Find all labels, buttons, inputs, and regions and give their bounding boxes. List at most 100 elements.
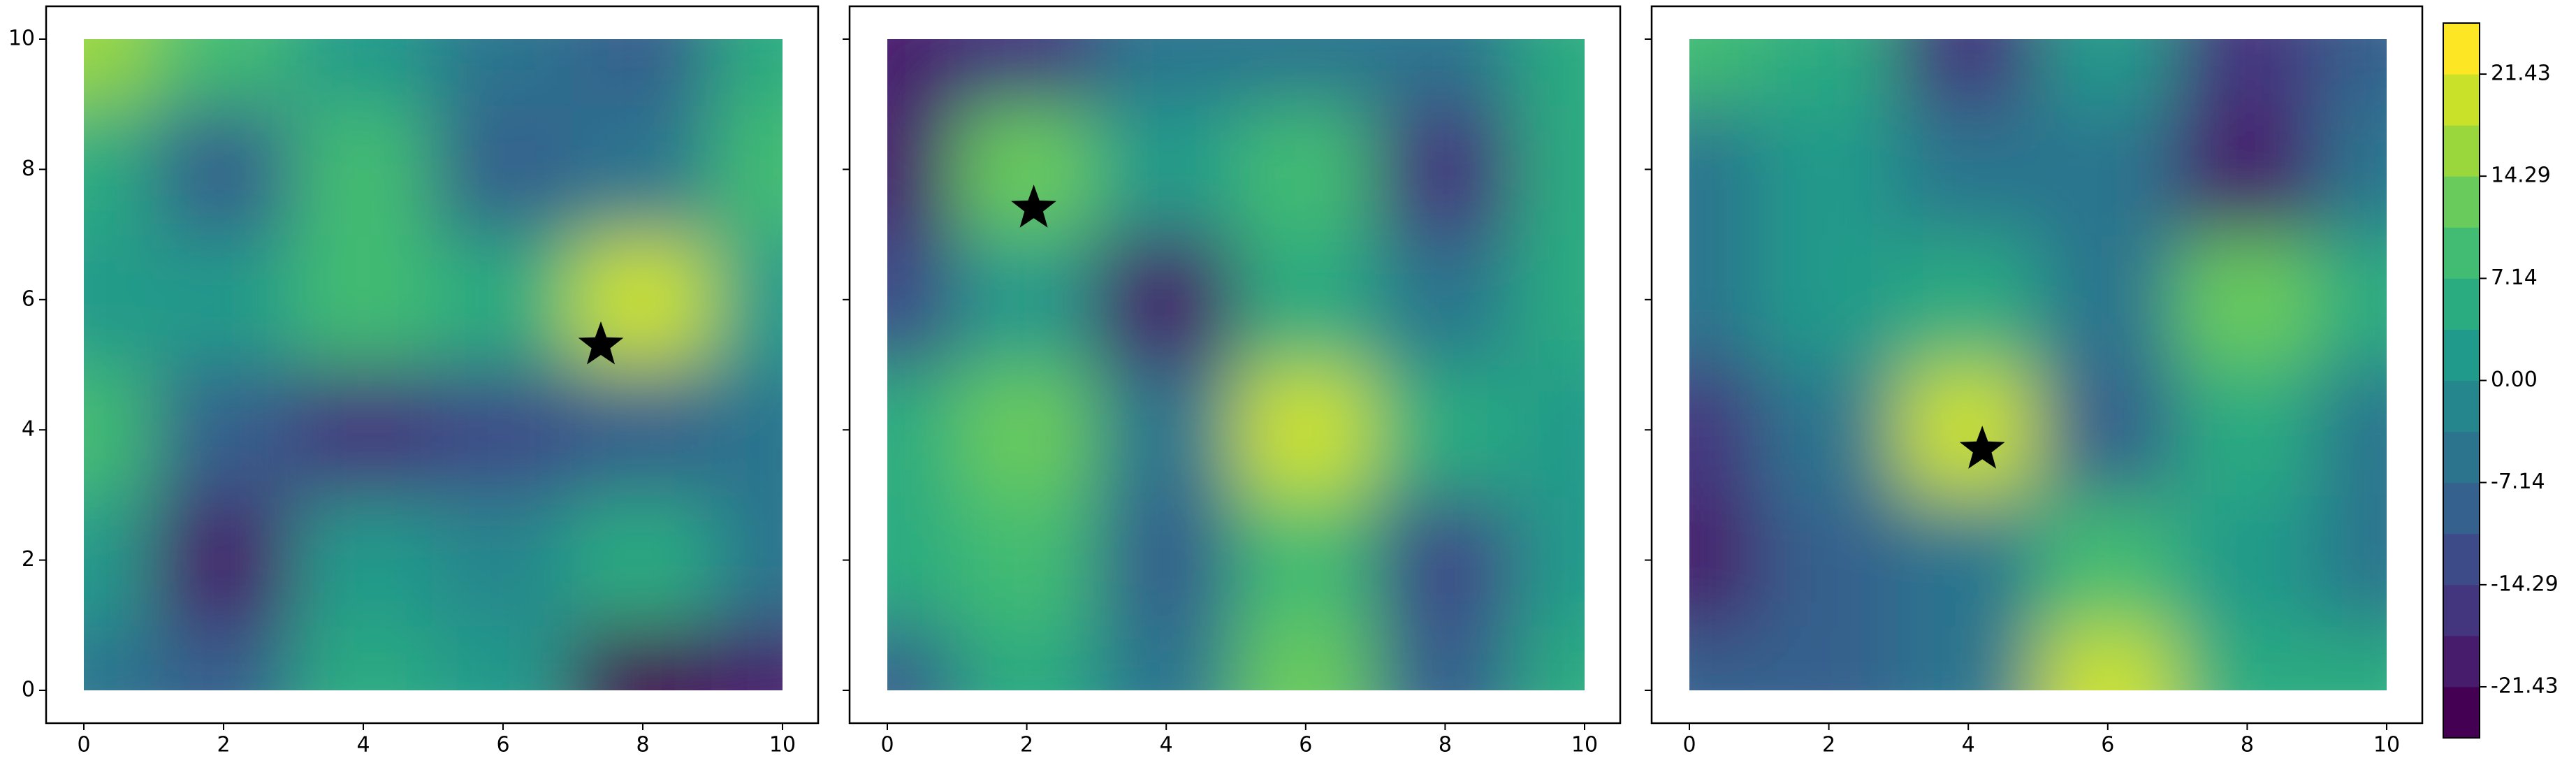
contour-cell [432,103,574,236]
contour-field [887,39,1585,690]
contour-cell [84,39,155,106]
colorbar-band [2443,584,2480,637]
contour-cell [292,39,435,106]
contour-cell [572,39,714,106]
contour-field [84,39,783,690]
contour-cell [887,623,959,690]
contour-cell [1757,623,1900,690]
colorbar-band [2443,533,2480,586]
x-tick-label: 2 [217,733,230,757]
contour-cell [1374,39,1517,106]
contour-cell [2037,493,2179,627]
contour-cell [2315,623,2387,690]
contour-cell [1897,103,2039,236]
x-tick-label: 6 [496,733,509,757]
contour-cell [2315,363,2387,497]
contour-cell [2315,103,2387,236]
contour-cell [955,233,1098,366]
contour-cell [1513,623,1585,690]
y-tick-label: 0 [22,678,35,702]
contour-cell [1513,493,1585,627]
contour-cell [1095,39,1237,106]
contour-cell [2037,103,2179,236]
contour-cell [572,623,714,690]
contour-cell [2315,493,2387,627]
colorbar-band [2443,431,2480,484]
contour-cell [84,233,155,366]
contour-cell [432,493,574,627]
x-tick-label: 4 [1962,733,1975,757]
y-tick-label: 6 [22,286,35,311]
y-tick-label: 8 [22,157,35,181]
x-tick-label: 8 [1439,733,1452,757]
x-tick-label: 4 [356,733,370,757]
contour-cell [1095,493,1237,627]
contour-cell [1235,39,1377,106]
colorbar-band [2443,686,2480,739]
contour-cell [1757,103,1900,236]
contour-cell [1897,493,2039,627]
contour-cell [1235,363,1377,497]
contour-cell [152,39,295,106]
x-tick-label: 8 [636,733,649,757]
contour-cell [887,103,959,236]
contour-cell [1689,363,1761,497]
axes-frame [1650,5,2424,725]
colorbar-tick-label: 7.14 [2491,266,2538,290]
x-tick-label: 0 [880,733,894,757]
contour-cell [711,623,783,690]
contour-cell [955,363,1098,497]
contour-cell [2176,493,2319,627]
contour-cell [955,39,1098,106]
contour-cell [1235,103,1377,236]
colorbar-band [2443,74,2480,126]
colorbar-band [2443,482,2480,535]
contour-cell [432,623,574,690]
contour-cell [1897,623,2039,690]
y-tick-label: 2 [22,547,35,572]
x-tick-label: 6 [2101,733,2114,757]
contour-cell [84,493,155,627]
contour-cell [152,493,295,627]
contour-cell [432,39,574,106]
contour-cell [1757,493,1900,627]
contour-cell [887,363,959,497]
contour-cell [1689,103,1761,236]
contour-cell [887,493,959,627]
contour-cell [2176,233,2319,366]
contour-cell [1095,363,1237,497]
contour-cell [711,233,783,366]
axes-frame [848,5,1622,725]
contour-cell [84,103,155,236]
contour-cell [711,103,783,236]
contour-cell [1513,103,1585,236]
contour-cell [152,103,295,236]
x-tick-label: 0 [1682,733,1696,757]
x-tick-label: 4 [1160,733,1173,757]
colorbar-tick-label: 14.29 [2491,164,2551,188]
x-tick-label: 10 [1571,733,1598,757]
contour-cell [2176,39,2319,106]
colorbar-tick-label: 0.00 [2491,368,2538,392]
contour-cell [1374,233,1517,366]
contour-cell [2176,623,2319,690]
contour-cell [292,493,435,627]
x-tick-label: 6 [1299,733,1312,757]
contour-cell [1513,363,1585,497]
contour-cell [2315,233,2387,366]
contour-cell [887,39,959,106]
contour-cell [1235,493,1377,627]
contour-cell [955,623,1098,690]
contour-cell [2037,39,2179,106]
contour-cell [292,103,435,236]
contour-cells [84,39,783,690]
contour-cell [2037,363,2179,497]
contour-cell [2315,39,2387,106]
colorbar-band [2443,278,2480,330]
y-tick-label: 4 [22,417,35,442]
contour-cell [1513,233,1585,366]
contour-cell [84,363,155,497]
contour-cell [1689,39,1761,106]
contour-field [1689,39,2387,690]
